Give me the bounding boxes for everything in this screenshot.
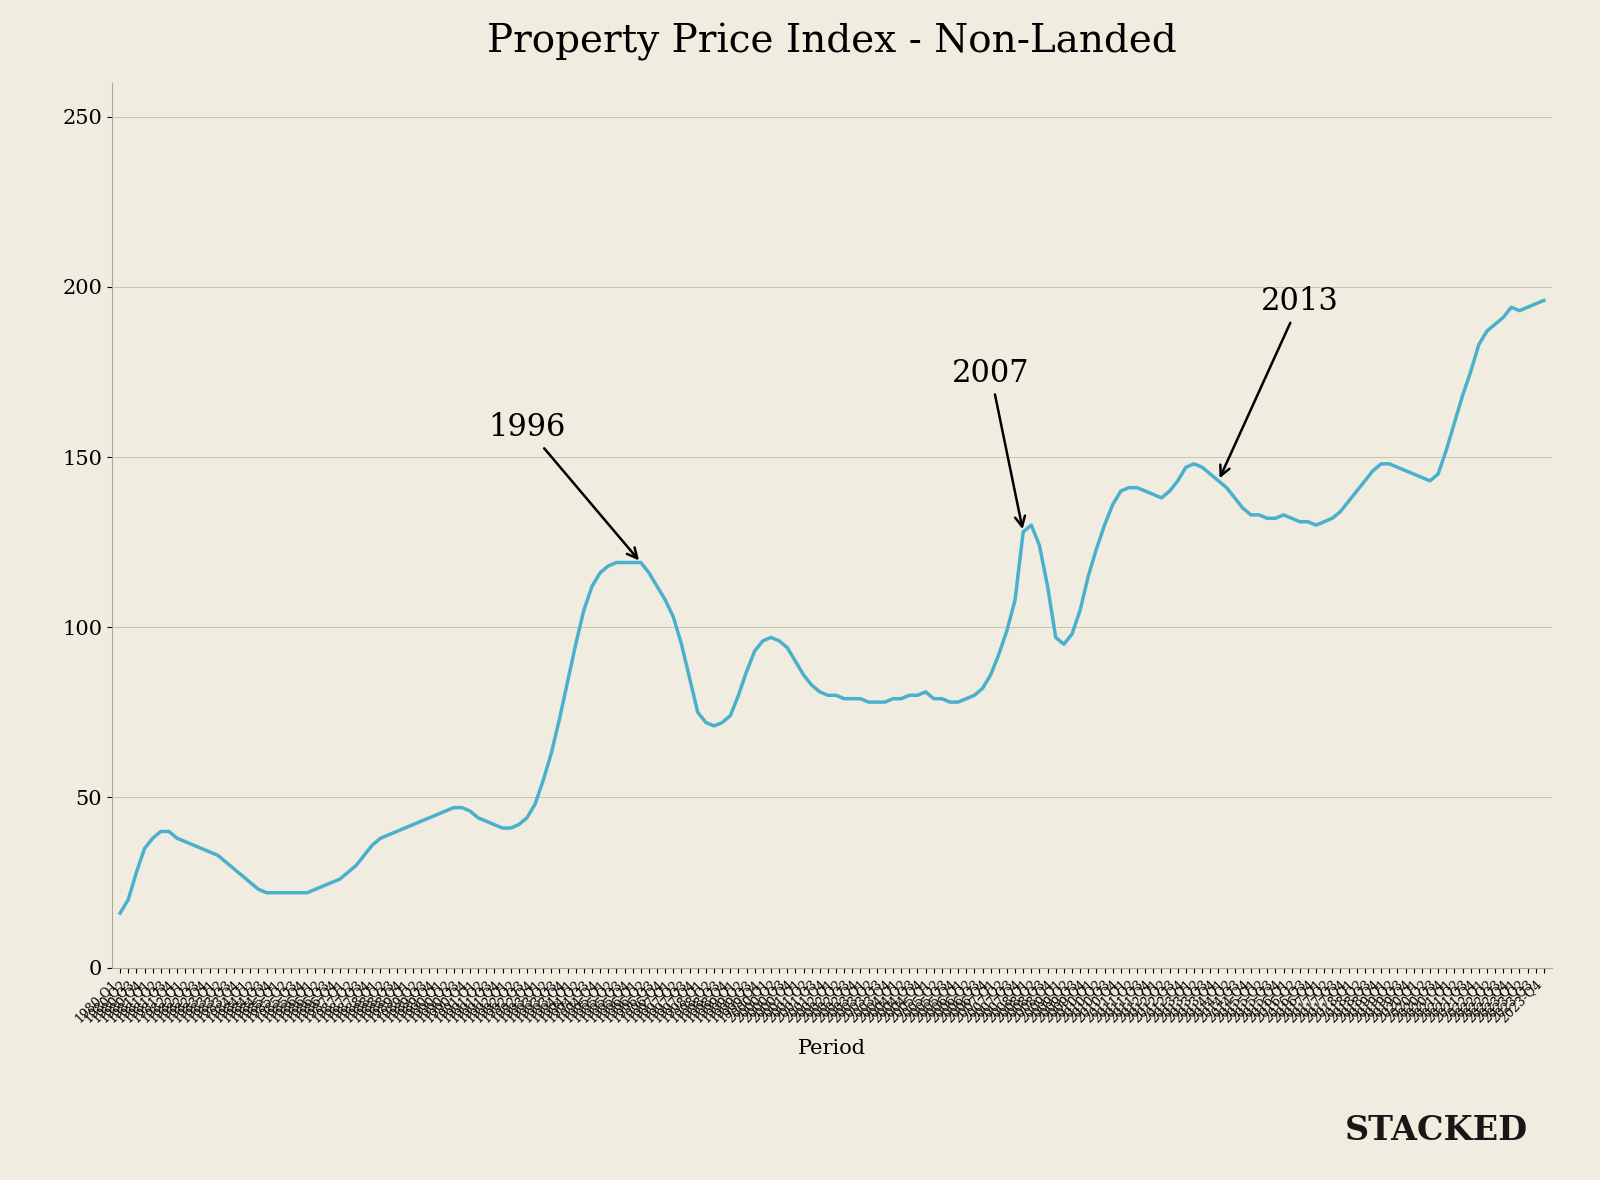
- X-axis label: Period: Period: [798, 1038, 866, 1057]
- Text: 2007: 2007: [952, 358, 1029, 526]
- Text: 2013: 2013: [1221, 287, 1339, 476]
- Text: 1996: 1996: [488, 412, 637, 558]
- Title: Property Price Index - Non-Landed: Property Price Index - Non-Landed: [486, 22, 1178, 60]
- Text: STACKED: STACKED: [1346, 1114, 1528, 1147]
